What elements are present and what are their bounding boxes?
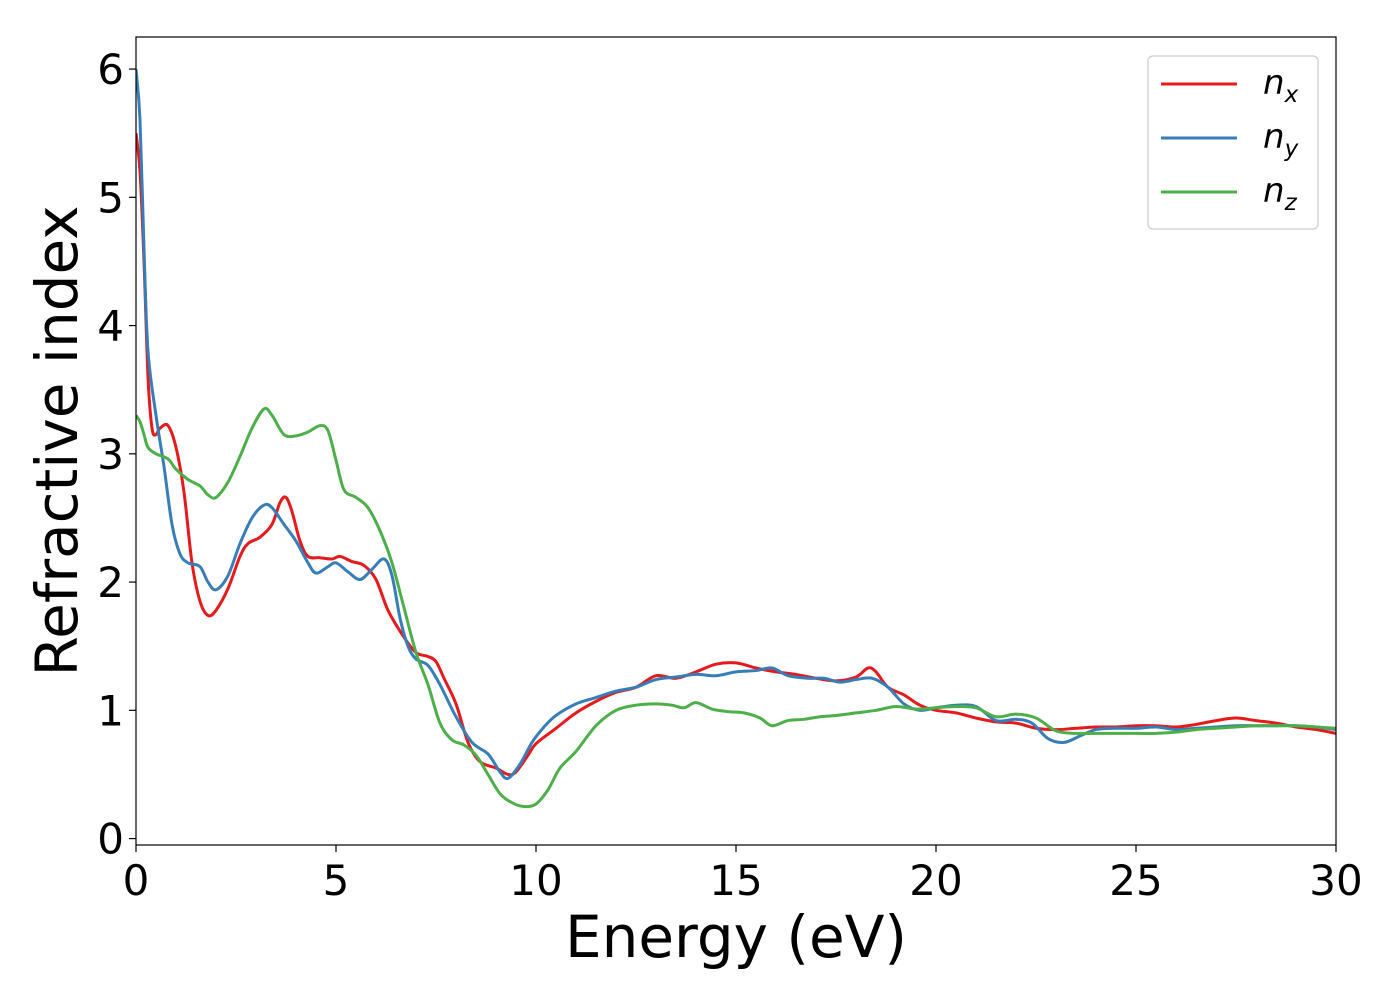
legend-label-ny: ny xyxy=(1263,117,1299,162)
x-tick-label: 0 xyxy=(123,856,150,905)
x-tick-label: 10 xyxy=(509,856,562,905)
legend-label-nz: nz xyxy=(1263,171,1298,216)
y-tick-label: 2 xyxy=(97,558,124,607)
y-tick-label: 1 xyxy=(97,686,124,735)
x-tick-label: 20 xyxy=(909,856,962,905)
x-axis-title: Energy (eV) xyxy=(565,903,907,971)
ticks-layer: 0 5 10 15 20 25 30 0 1 2 3 4 5 6 xyxy=(97,45,1362,905)
legend-box xyxy=(1147,55,1319,230)
legend-label-subscript: x xyxy=(1284,82,1299,108)
series-line-nz xyxy=(136,406,1336,809)
y-tick-label: 6 xyxy=(97,45,124,94)
y-axis-title: Refractive index xyxy=(23,205,91,676)
legend-label-base: n xyxy=(1263,117,1285,157)
x-tick-label: 5 xyxy=(323,856,350,905)
legend-label-base: n xyxy=(1263,63,1285,103)
legend-label-subscript: z xyxy=(1284,190,1298,216)
legend-label-subscript: y xyxy=(1284,136,1299,162)
y-tick-label: 0 xyxy=(97,815,124,864)
x-tick-label: 25 xyxy=(1109,856,1162,905)
y-tick-label: 5 xyxy=(97,173,124,222)
legend-label-nx: nx xyxy=(1263,63,1299,108)
legend-label-base: n xyxy=(1263,171,1285,211)
series-line-ny xyxy=(136,68,1336,781)
x-tick-label: 15 xyxy=(709,856,762,905)
x-tick-label: 30 xyxy=(1309,856,1362,905)
series-layer xyxy=(136,68,1336,809)
y-tick-label: 4 xyxy=(97,302,124,351)
y-tick-label: 3 xyxy=(97,430,124,479)
